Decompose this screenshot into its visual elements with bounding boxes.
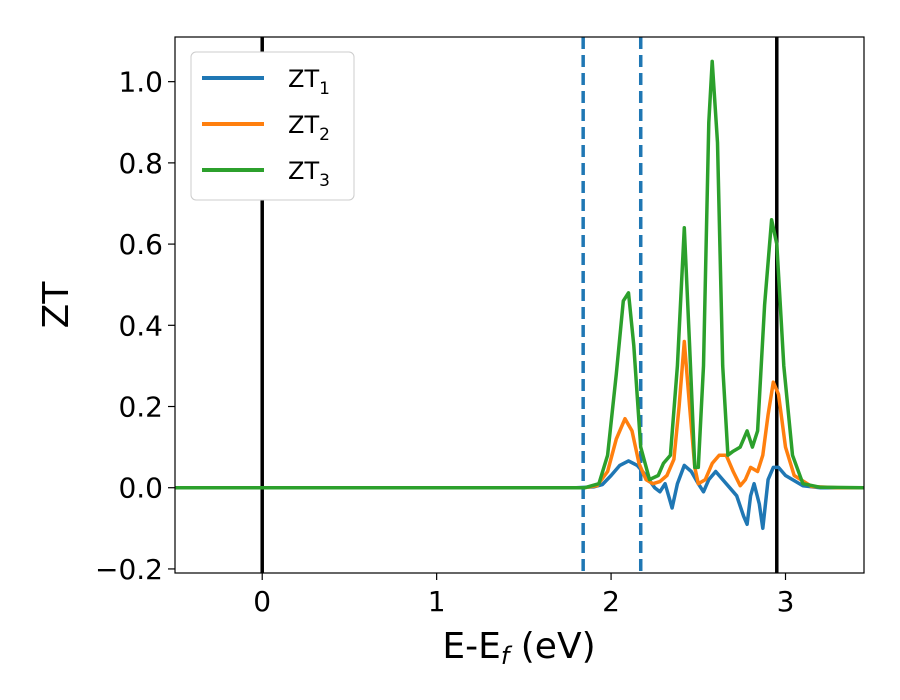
y-tick-label: 0.0 — [118, 472, 163, 505]
legend-label-zt1: ZT1 — [288, 65, 330, 99]
legend-label-main: ZT — [288, 111, 319, 139]
x-axis-title-unit: (eV) — [509, 626, 595, 667]
y-tick-label: 0.4 — [118, 309, 163, 342]
series-lines — [175, 59, 864, 531]
legend-label-zt3: ZT3 — [288, 157, 330, 191]
series-line-zt2 — [175, 339, 864, 490]
x-tick-label: 3 — [777, 585, 795, 618]
x-tick-label: 1 — [428, 585, 446, 618]
x-axis-title-main: E-E — [442, 626, 500, 667]
x-axis-ticks: 0 1 2 3 — [253, 573, 794, 618]
y-axis-ticks: −0.2 0.0 0.2 0.4 0.6 0.8 1.0 — [95, 66, 175, 586]
y-tick-label: −0.2 — [95, 553, 163, 586]
legend-label-main: ZT — [288, 157, 319, 185]
y-tick-label: 0.6 — [118, 228, 163, 261]
series-line-zt3 — [175, 59, 864, 490]
x-tick-label: 2 — [602, 585, 620, 618]
legend-box — [190, 51, 355, 201]
legend-label-sub: 3 — [319, 171, 330, 191]
axes-frame — [174, 36, 865, 574]
series-line-zt1 — [175, 459, 864, 531]
legend-label-zt2: ZT2 — [288, 111, 330, 145]
legend-label-sub: 2 — [319, 125, 330, 145]
legend-label-sub: 1 — [319, 79, 330, 99]
x-axis-title: E-Ef (eV) — [442, 626, 595, 670]
legend-label-main: ZT — [288, 65, 319, 93]
y-axis-title: ZT — [36, 281, 77, 329]
x-tick-label: 0 — [253, 585, 271, 618]
y-tick-label: 0.2 — [118, 391, 163, 424]
y-tick-label: 0.8 — [118, 147, 163, 180]
y-tick-label: 1.0 — [118, 66, 163, 99]
